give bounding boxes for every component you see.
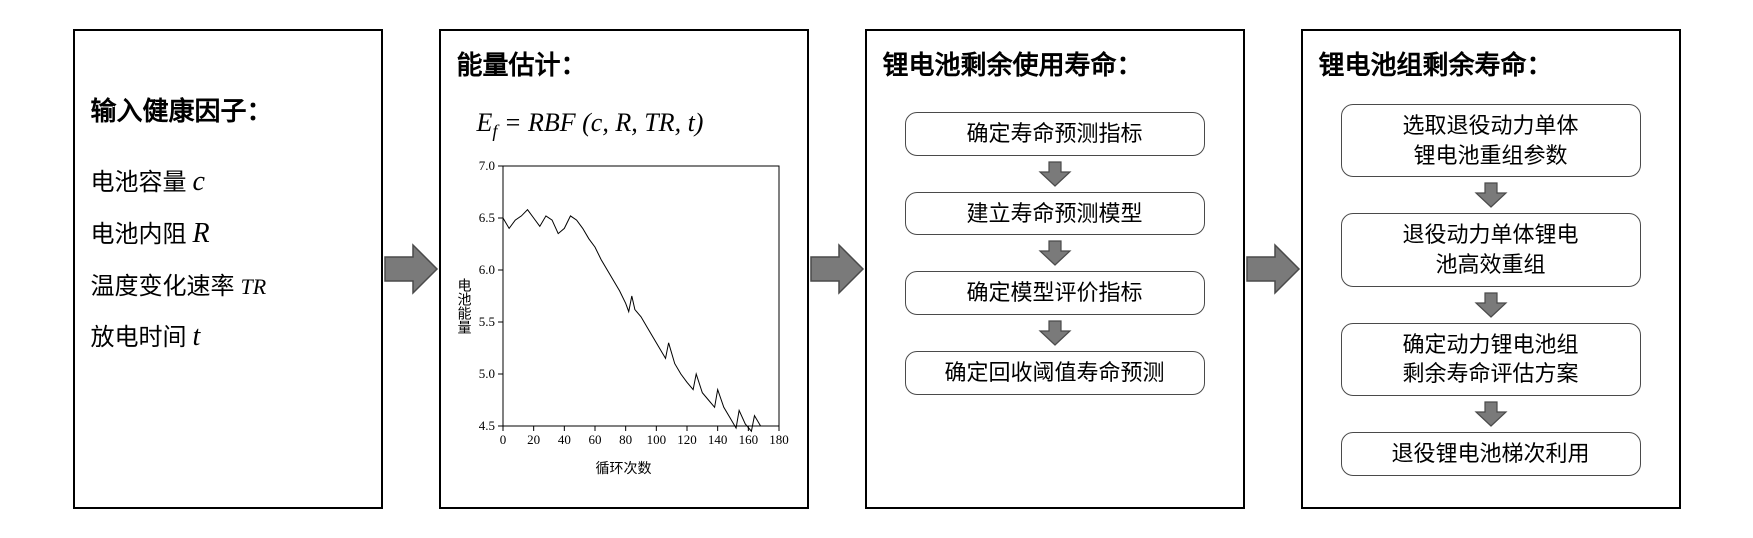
arrow-right-icon: [809, 239, 865, 299]
panel-input-factors: 输入健康因子 电池容量 c 电池内阻 R 温度变化速率 TR 放电时间 t: [73, 29, 383, 509]
svg-text:180: 180: [769, 432, 789, 447]
step-box: 确定寿命预测指标: [905, 112, 1205, 156]
panel1-title: 输入健康因子: [91, 91, 365, 128]
formula-lhs: E: [477, 108, 493, 137]
factor-var: c: [193, 166, 205, 198]
factor-var: t: [193, 321, 201, 353]
svg-text:4.5: 4.5: [478, 418, 494, 433]
formula-rhs: = RBF (c, R, TR, t): [497, 108, 703, 137]
svg-text:140: 140: [707, 432, 727, 447]
chart-svg: 0 20 40 60 80 100 120 140 160 180 4.5 5.0 5.5 6.0 6.5 7…: [459, 156, 789, 456]
factor-label: 放电时间: [91, 317, 187, 352]
panel-pack-rul: 锂电池组剩余寿命 选取退役动力单体锂电池重组参数 退役动力单体锂电池高效重组 确…: [1301, 29, 1681, 509]
step-box: 退役锂电池梯次利用: [1341, 432, 1641, 476]
factor-capacity: 电池容量 c: [91, 162, 365, 198]
factor-label: 电池内阻: [91, 214, 187, 249]
factor-discharge-time: 放电时间 t: [91, 317, 365, 353]
step-box: 确定动力锂电池组剩余寿命评估方案: [1341, 323, 1641, 396]
panel-cell-rul: 锂电池剩余使用寿命 确定寿命预测指标 建立寿命预测模型 确定模型评价指标 确定回…: [865, 29, 1245, 509]
panel2-title: 能量估计: [457, 45, 791, 82]
svg-text:40: 40: [557, 432, 570, 447]
flow-arrow-2: [809, 239, 865, 299]
factor-label: 温度变化速率: [91, 266, 235, 301]
svg-text:6.0: 6.0: [478, 262, 494, 277]
panel3-title: 锂电池剩余使用寿命: [883, 45, 1143, 82]
steps-column-3: 确定寿命预测指标 建立寿命预测模型 确定模型评价指标 确定回收阈值寿命预测: [905, 112, 1205, 395]
factor-var: R: [193, 218, 210, 250]
step-box: 选取退役动力单体锂电池重组参数: [1341, 104, 1641, 177]
svg-text:5.0: 5.0: [478, 366, 494, 381]
flow-arrow-3: [1245, 239, 1301, 299]
step-box: 退役动力单体锂电池高效重组: [1341, 213, 1641, 286]
svg-text:120: 120: [677, 432, 697, 447]
factor-var: TR: [241, 274, 267, 300]
arrow-down-icon: [1474, 291, 1508, 319]
steps-column-4: 选取退役动力单体锂电池重组参数 退役动力单体锂电池高效重组 确定动力锂电池组剩余…: [1341, 104, 1641, 476]
energy-formula: Ef = RBF (c, R, TR, t): [477, 108, 791, 142]
factor-label: 电池容量: [91, 162, 187, 197]
svg-text:6.5: 6.5: [478, 210, 494, 225]
arrow-down-icon: [1038, 160, 1072, 188]
step-box: 确定回收阈值寿命预测: [905, 351, 1205, 395]
factor-resistance: 电池内阻 R: [91, 214, 365, 250]
chart-xlabel: 循环次数: [596, 458, 652, 478]
arrow-right-icon: [1245, 239, 1301, 299]
step-box: 确定模型评价指标: [905, 271, 1205, 315]
factor-list: 电池容量 c 电池内阻 R 温度变化速率 TR 放电时间 t: [91, 146, 365, 369]
svg-text:20: 20: [527, 432, 540, 447]
chart-ylabel: 电池能量: [453, 278, 473, 334]
arrow-down-icon: [1038, 239, 1072, 267]
panel4-title: 锂电池组剩余寿命: [1319, 45, 1553, 82]
flow-diagram: 输入健康因子 电池容量 c 电池内阻 R 温度变化速率 TR 放电时间 t: [73, 29, 1681, 509]
svg-text:0: 0: [499, 432, 506, 447]
panel-energy-estimate: 能量估计 Ef = RBF (c, R, TR, t) 0 20 40 60 80 100…: [439, 29, 809, 509]
arrow-down-icon: [1474, 181, 1508, 209]
svg-text:5.5: 5.5: [478, 314, 494, 329]
svg-text:100: 100: [646, 432, 666, 447]
arrow-down-icon: [1038, 319, 1072, 347]
svg-text:80: 80: [619, 432, 632, 447]
arrow-down-icon: [1474, 400, 1508, 428]
step-box: 建立寿命预测模型: [905, 192, 1205, 236]
arrow-right-icon: [383, 239, 439, 299]
svg-text:160: 160: [738, 432, 758, 447]
energy-chart: 0 20 40 60 80 100 120 140 160 180 4.5 5.0 5.5 6.0 6.5 7…: [459, 156, 789, 456]
svg-text:60: 60: [588, 432, 601, 447]
svg-text:7.0: 7.0: [478, 158, 494, 173]
flow-arrow-1: [383, 239, 439, 299]
factor-temp-rate: 温度变化速率 TR: [91, 266, 365, 301]
